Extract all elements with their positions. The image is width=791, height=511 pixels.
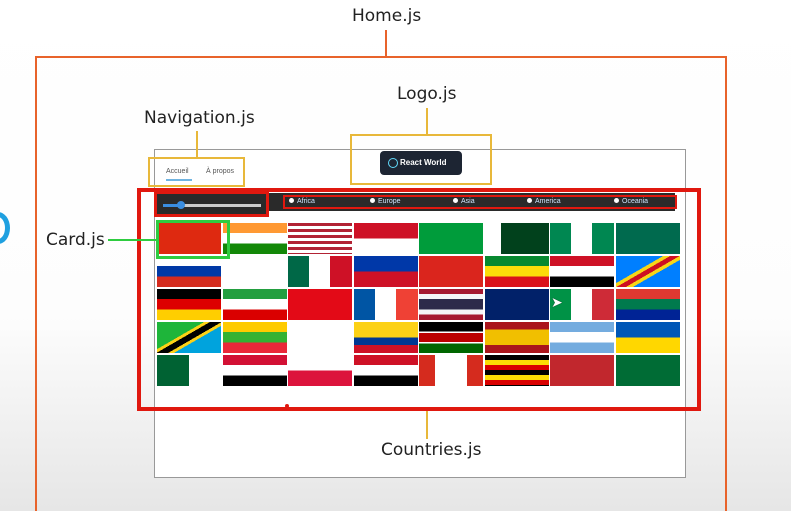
nav-item-a-propos[interactable]: À propos <box>206 168 235 175</box>
radio-africa-label: Africa <box>297 198 315 205</box>
radio-africa[interactable]: Africa <box>289 197 315 207</box>
countries-label: Countries.js <box>381 440 482 460</box>
logo-label: Logo.js <box>397 84 457 104</box>
flag-card-tanzania[interactable] <box>157 322 221 353</box>
flag-card-spain[interactable] <box>484 322 549 353</box>
flag-card-ethiopia[interactable] <box>484 256 549 287</box>
navigation-connector <box>196 131 198 158</box>
flags-grid <box>157 223 681 388</box>
filter-bar <box>156 193 675 211</box>
radio-oceania[interactable]: Oceania <box>614 197 648 207</box>
radio-asia-label: Asia <box>461 198 475 205</box>
slider-fill <box>163 204 181 207</box>
navigation-box: Accueil À propos <box>148 157 245 187</box>
flag-card-iran[interactable] <box>222 289 287 320</box>
flag-card-morocco[interactable] <box>550 355 614 386</box>
flag-card-sudan[interactable] <box>222 355 287 386</box>
radio-dot-icon <box>453 198 458 203</box>
eye-icon <box>0 212 10 244</box>
flag-card-china[interactable] <box>157 223 221 254</box>
range-slider[interactable] <box>154 191 269 217</box>
flag-card-ukraine[interactable] <box>615 322 680 353</box>
flag-card-pakistan[interactable] <box>484 223 549 254</box>
radio-europe-label: Europe <box>378 198 401 205</box>
flag-card-dr-congo[interactable] <box>615 256 680 287</box>
flag-card-iraq[interactable] <box>353 355 418 386</box>
flag-card-indonesia[interactable] <box>353 223 418 254</box>
home-box <box>35 56 727 511</box>
cursor-icon: ➤ <box>551 294 563 310</box>
navigation-label: Navigation.js <box>144 108 255 128</box>
countries-box <box>137 188 701 411</box>
flag-card-bangladesh[interactable] <box>615 223 680 254</box>
slider-track <box>163 204 261 207</box>
flag-card-france[interactable] <box>353 289 418 320</box>
card-label: Card.js <box>46 230 105 250</box>
logo-box: React World <box>350 134 492 185</box>
flag-card-india[interactable] <box>222 223 287 254</box>
home-label: Home.js <box>352 6 422 26</box>
card-connector <box>108 239 156 241</box>
home-connector <box>385 30 387 57</box>
card-box <box>156 220 230 259</box>
radio-dot-icon <box>527 198 532 203</box>
flag-card-canada[interactable] <box>419 355 483 386</box>
flag-card-south-korea[interactable] <box>288 322 352 353</box>
radio-dot-icon <box>370 198 375 203</box>
flag-card-algeria[interactable] <box>157 355 221 386</box>
countries-connector <box>426 411 428 439</box>
flag-card-italy[interactable] <box>550 289 614 320</box>
flag-card-thailand[interactable] <box>419 289 483 320</box>
flag-card-argentina[interactable] <box>550 322 614 353</box>
flag-card-colombia[interactable] <box>353 322 418 353</box>
region-radios: Africa Europe Asia America Oceania <box>283 195 677 209</box>
flag-card-brazil[interactable] <box>419 223 483 254</box>
flag-card-saudi-arabia[interactable] <box>615 355 680 386</box>
radio-america[interactable]: America <box>527 197 561 207</box>
flag-card-nigeria[interactable] <box>550 223 614 254</box>
flag-card-uganda[interactable] <box>484 355 549 386</box>
radio-asia[interactable]: Asia <box>453 197 475 207</box>
logo-pill[interactable]: React World <box>380 151 462 175</box>
flag-card-mexico[interactable] <box>288 256 352 287</box>
radio-oceania-label: Oceania <box>622 198 649 205</box>
logo-text: React World <box>400 158 447 167</box>
nav-active-underline <box>166 179 192 181</box>
flag-card-japan[interactable] <box>222 256 287 287</box>
flag-card-russia[interactable] <box>157 256 221 287</box>
nav-item-accueil[interactable]: Accueil <box>166 168 189 175</box>
red-dot <box>285 404 289 408</box>
radio-america-label: America <box>535 198 561 205</box>
flag-card-germany[interactable] <box>157 289 221 320</box>
slider-handle[interactable] <box>177 201 185 209</box>
radio-dot-icon <box>614 198 619 203</box>
flag-card-myanmar[interactable] <box>222 322 287 353</box>
flag-card-vietnam[interactable] <box>419 256 483 287</box>
flag-card-philippines[interactable] <box>353 256 418 287</box>
react-atom-icon <box>388 158 398 168</box>
flag-card-turkey[interactable] <box>288 289 352 320</box>
logo-connector <box>426 108 428 135</box>
flag-card-poland[interactable] <box>288 355 352 386</box>
flag-card-egypt[interactable] <box>550 256 614 287</box>
radio-dot-icon <box>289 198 294 203</box>
flag-card-kenya[interactable] <box>419 322 483 353</box>
flag-card-south-africa[interactable] <box>615 289 680 320</box>
flag-card-uk[interactable] <box>484 289 549 320</box>
flag-card-usa[interactable] <box>288 223 352 254</box>
radio-europe[interactable]: Europe <box>370 197 401 207</box>
